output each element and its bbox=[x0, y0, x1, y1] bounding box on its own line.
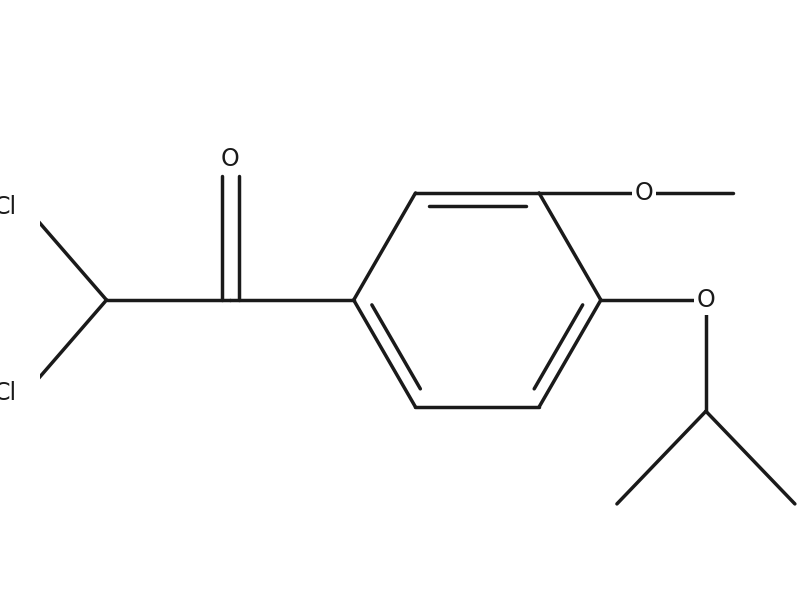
Text: O: O bbox=[220, 148, 240, 172]
Text: O: O bbox=[697, 288, 715, 312]
Text: Cl: Cl bbox=[0, 196, 17, 220]
Text: Cl: Cl bbox=[0, 380, 17, 404]
Text: O: O bbox=[635, 181, 654, 205]
